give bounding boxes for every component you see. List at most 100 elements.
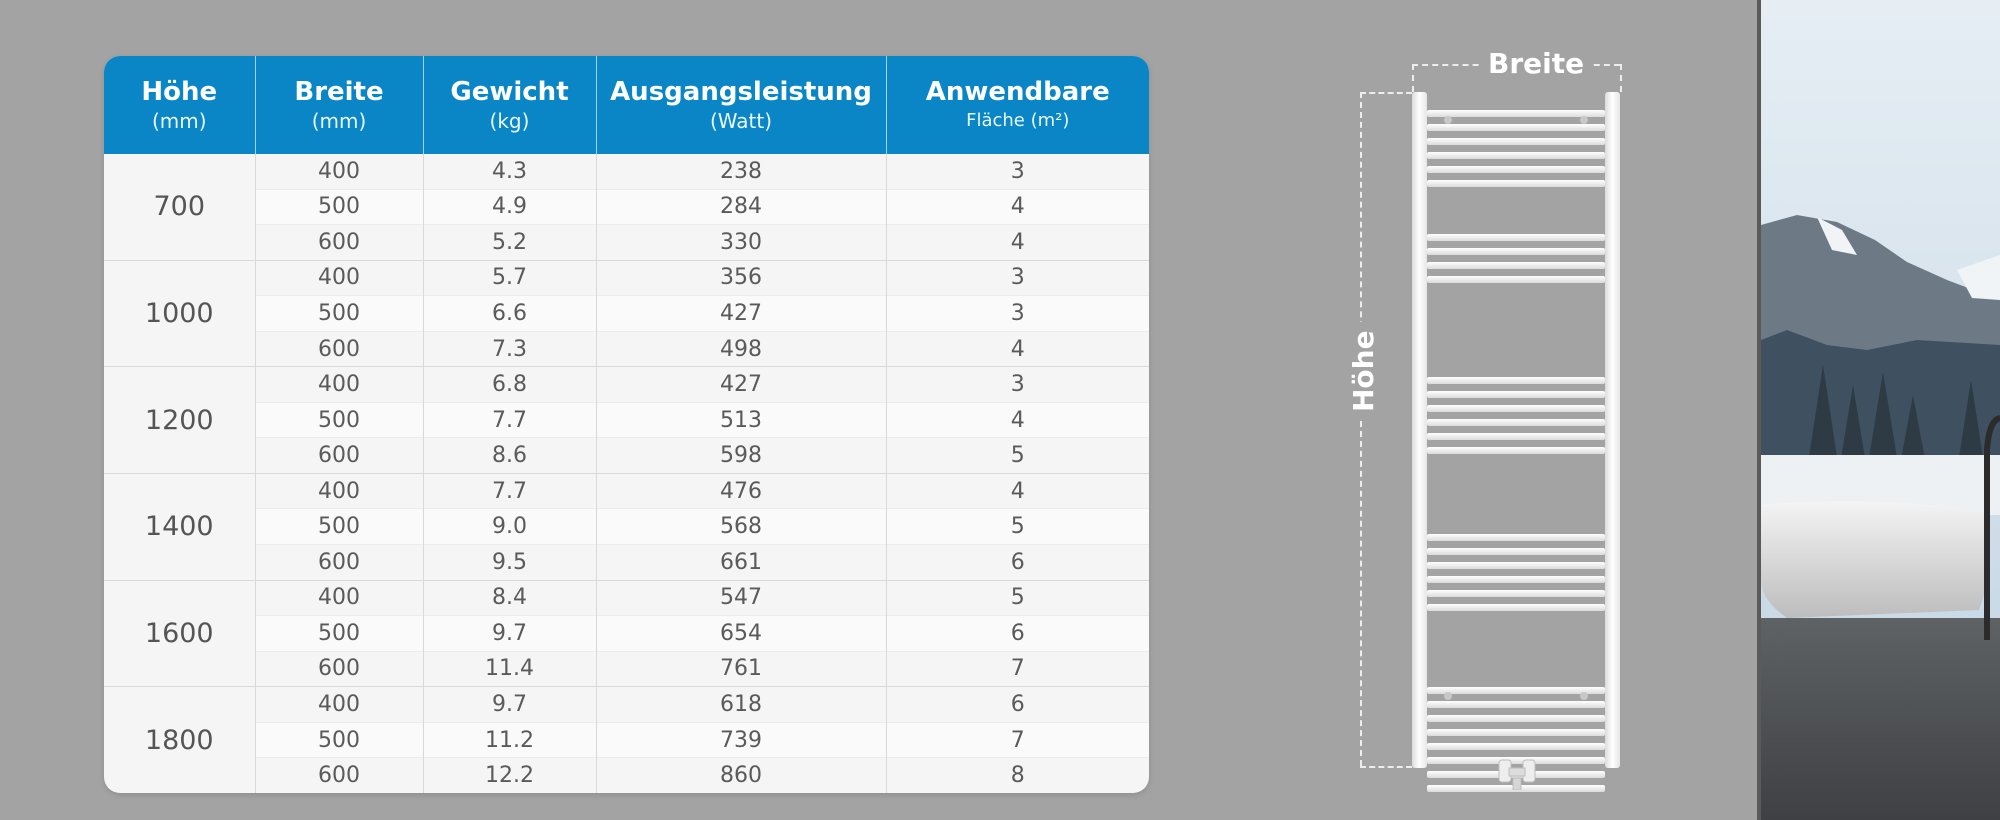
cell-breite: 600	[254, 650, 423, 687]
table-row: 500 9.0 568 5	[104, 508, 1149, 545]
header-leistung: Ausgangsleistung (Watt)	[595, 56, 886, 154]
table-row: 1800 400 9.7 618 6	[104, 686, 1149, 793]
cell-breite: 600	[254, 437, 423, 474]
cell-gewicht: 6.8	[422, 366, 596, 403]
cell-flaeche: 5	[885, 437, 1149, 474]
radiator-bar	[1427, 248, 1605, 255]
radiator-bar	[1427, 743, 1605, 750]
cell-hoehe: 1200	[104, 366, 255, 474]
radiator-bar	[1427, 262, 1605, 269]
header-gewicht-label: Gewicht	[450, 77, 569, 107]
header-breite: Breite (mm)	[254, 56, 423, 154]
radiator-right-rail	[1605, 92, 1620, 768]
cell-flaeche: 6	[885, 686, 1149, 723]
cell-breite: 600	[254, 544, 423, 581]
cell-leistung: 498	[595, 330, 886, 367]
width-dimension-tick-right	[1620, 64, 1622, 92]
cell-leistung: 427	[595, 295, 886, 332]
radiator-bar	[1427, 110, 1605, 117]
cell-leistung: 330	[595, 224, 886, 261]
table-row: 500 11.2 739 7	[104, 721, 1149, 758]
radiator-bracket-bottom-left	[1444, 692, 1452, 700]
cell-gewicht: 7.7	[422, 472, 596, 509]
cell-flaeche: 4	[885, 472, 1149, 509]
table-row: 1400 400 7.7 476 4	[104, 472, 1149, 581]
header-hoehe: Höhe (mm)	[104, 56, 255, 154]
radiator-bar	[1427, 234, 1605, 241]
cell-breite: 400	[254, 366, 423, 403]
height-label: Höhe	[1346, 322, 1382, 420]
towel-radiator	[1412, 92, 1620, 792]
cell-leistung: 427	[595, 366, 886, 403]
radiator-bracket-top-left	[1444, 116, 1452, 124]
radiator-bar	[1427, 447, 1605, 454]
header-flaeche-label: Anwendbare	[925, 77, 1110, 107]
header-hoehe-label: Höhe	[141, 77, 218, 107]
cell-flaeche: 4	[885, 330, 1149, 367]
header-flaeche: Anwendbare Fläche (m²)	[885, 56, 1149, 154]
radiator-bar	[1427, 405, 1605, 412]
cell-hoehe: 1400	[104, 472, 255, 581]
cell-leistung: 356	[595, 259, 886, 296]
table-row: 1000 400 5.7 356 3	[104, 259, 1149, 367]
cell-gewicht: 5.2	[422, 224, 596, 261]
cell-leistung: 568	[595, 508, 886, 545]
cell-leistung: 654	[595, 615, 886, 652]
radiator-bar	[1427, 124, 1605, 131]
cell-breite: 400	[254, 472, 423, 509]
cell-leistung: 238	[595, 154, 886, 190]
cell-hoehe: 700	[153, 191, 206, 223]
cell-gewicht: 12.2	[422, 757, 596, 793]
cell-gewicht: 11.4	[422, 650, 596, 687]
height-dimension-line	[1360, 92, 1362, 766]
cell-flaeche: 6	[885, 615, 1149, 652]
table-row: 600 5.2 330 4	[104, 224, 1149, 261]
table-row: 600 9.5 661 6	[104, 544, 1149, 581]
radiator-bar	[1427, 729, 1605, 736]
cell-flaeche: 4	[885, 224, 1149, 261]
cell-leistung: 860	[595, 757, 886, 793]
radiator-bar	[1427, 534, 1605, 541]
cell-hoehe: 1600	[104, 579, 255, 687]
table-header-row: Höhe (mm) Breite (mm) Gewicht (kg) Ausga…	[104, 56, 1149, 154]
header-hoehe-unit: (mm)	[151, 109, 207, 133]
table-row: 500 7.7 513 4	[104, 401, 1149, 438]
radiator-diagram: Breite Höhe	[1340, 40, 1640, 800]
bathroom-scene-image	[1757, 0, 2000, 820]
cell-breite: 400	[254, 259, 423, 296]
radiator-bracket-top-right	[1580, 116, 1588, 124]
header-leistung-label: Ausgangsleistung	[610, 77, 872, 107]
cell-leistung: 598	[595, 437, 886, 474]
cell-breite: 500	[254, 508, 423, 545]
cell-gewicht: 8.6	[422, 437, 596, 474]
header-breite-unit: (mm)	[311, 109, 367, 133]
cell-leistung: 661	[595, 544, 886, 581]
table-row: 500 9.7 654 6	[104, 615, 1149, 652]
cell-leistung: 476	[595, 472, 886, 509]
spec-table: Höhe (mm) Breite (mm) Gewicht (kg) Ausga…	[104, 56, 1149, 793]
cell-breite: 500	[254, 721, 423, 758]
radiator-bar	[1427, 180, 1605, 187]
cell-gewicht: 4.3	[422, 154, 596, 190]
table-row: 500 4.9 284 4	[104, 188, 1149, 225]
cell-flaeche: 3	[885, 295, 1149, 332]
table-row: 600 7.3 498 4	[104, 330, 1149, 367]
cell-breite: 400	[254, 579, 423, 616]
width-dimension-tick-left	[1412, 64, 1414, 92]
width-label: Breite	[1480, 46, 1593, 82]
header-gewicht-unit: (kg)	[489, 109, 530, 133]
table-row: 700 400 4.3 238 3	[104, 154, 1149, 222]
cell-breite: 500	[254, 615, 423, 652]
radiator-bar	[1427, 590, 1605, 597]
header-leistung-unit: (Watt)	[709, 109, 773, 133]
cell-breite: 500	[254, 401, 423, 438]
radiator-bar	[1427, 687, 1605, 694]
cell-flaeche: 7	[885, 650, 1149, 687]
cell-gewicht: 4.9	[422, 188, 596, 225]
cell-hoehe: 1000	[104, 259, 255, 367]
cell-gewicht: 9.0	[422, 508, 596, 545]
header-flaeche-unit: Fläche (m²)	[966, 110, 1070, 131]
radiator-bar	[1427, 166, 1605, 173]
radiator-bar	[1427, 276, 1605, 283]
height-dimension-tick-top	[1360, 92, 1412, 94]
